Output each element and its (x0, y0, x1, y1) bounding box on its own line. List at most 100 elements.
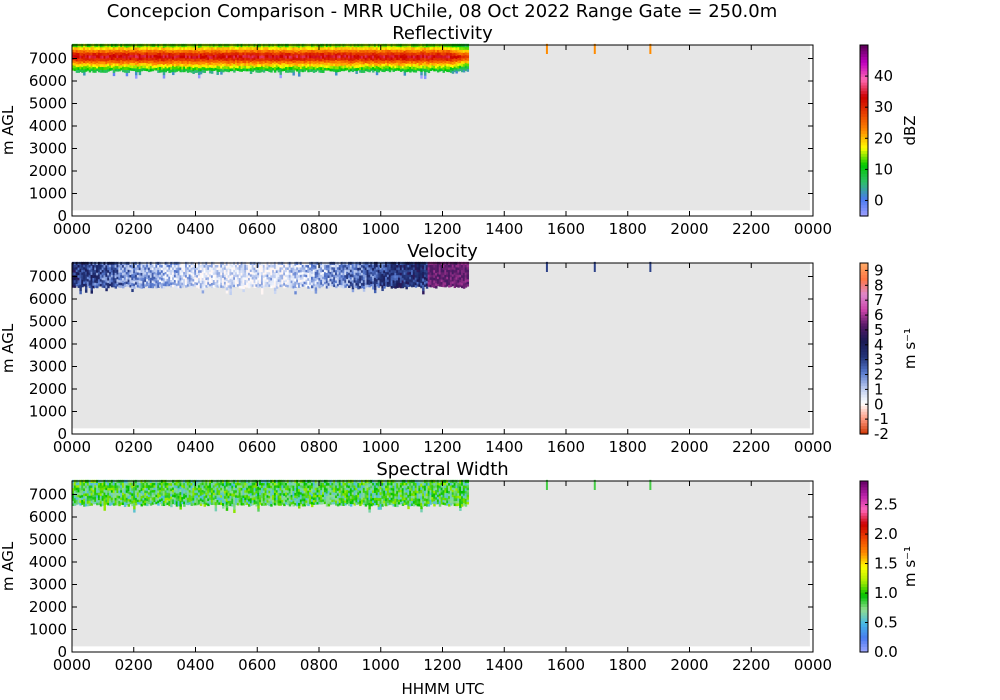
data-cell (123, 283, 127, 287)
data-cell (88, 284, 92, 289)
data-cell (120, 49, 123, 53)
data-cell (351, 264, 355, 269)
data-cell (90, 62, 93, 66)
data-cell (84, 492, 88, 497)
data-cell (320, 281, 323, 285)
data-cell (77, 496, 81, 500)
data-cell (123, 485, 127, 489)
data-cell (194, 58, 197, 62)
data-cell (120, 264, 123, 268)
colorbar-segment (860, 379, 868, 384)
x-tick-label: 0600 (238, 220, 276, 238)
data-cell (453, 68, 457, 73)
data-cell (290, 282, 294, 286)
data-cell (327, 269, 331, 273)
data-cell (285, 60, 288, 65)
data-cell (183, 278, 186, 282)
data-cell (459, 65, 462, 69)
data-cell (333, 279, 336, 283)
data-cell (323, 266, 327, 270)
data-cell (86, 487, 90, 491)
data-cell (423, 266, 427, 270)
data-cell (101, 492, 105, 496)
data-cell (127, 271, 131, 275)
data-cell (107, 68, 110, 72)
data-cell (327, 49, 331, 53)
data-cell (120, 266, 123, 271)
data-cell (329, 271, 332, 275)
data-cell (390, 277, 394, 281)
data-cell (188, 283, 192, 287)
data-cell (97, 482, 101, 486)
data-cell (190, 267, 194, 271)
data-cell (107, 52, 110, 56)
data-cell (92, 491, 95, 495)
data-cell (399, 63, 403, 67)
data-cell (362, 66, 366, 71)
data-cell (157, 66, 160, 71)
colorbar-segment (860, 150, 868, 154)
data-cell (399, 267, 403, 271)
data-cell (403, 279, 407, 283)
data-cell (298, 274, 301, 278)
data-cell (225, 283, 229, 288)
data-cell (431, 54, 434, 58)
data-cell (233, 49, 236, 53)
data-cell (349, 54, 353, 58)
data-cell (246, 54, 249, 58)
data-cell (231, 279, 234, 283)
data-cell (129, 484, 132, 488)
data-cell (344, 272, 347, 276)
data-cell (177, 277, 181, 281)
data-cell (192, 283, 195, 287)
data-cell (183, 63, 186, 67)
data-cell (138, 482, 142, 486)
data-cell (146, 271, 149, 275)
data-cell (362, 267, 366, 272)
data-cell (88, 282, 92, 286)
data-cell (164, 280, 168, 284)
data-cell (118, 497, 121, 502)
data-cell (116, 273, 119, 277)
data-cell (207, 67, 210, 71)
data-cell (366, 274, 369, 278)
data-cell (377, 66, 381, 70)
data-cell (122, 274, 125, 278)
data-cell (372, 278, 375, 282)
data-cell (201, 49, 205, 53)
data-cell (285, 264, 288, 268)
data-cell (96, 49, 99, 53)
data-cell (273, 261, 277, 266)
data-cell (442, 276, 445, 280)
data-cell (416, 269, 420, 273)
data-cell (147, 282, 151, 286)
data-cell (94, 484, 97, 488)
data-cell (455, 274, 458, 278)
data-cell (290, 46, 294, 51)
data-cell (449, 266, 453, 270)
data-cell (277, 269, 281, 273)
data-cell (370, 54, 373, 58)
data-cell (288, 60, 292, 65)
data-cell (216, 53, 219, 57)
data-cell (435, 282, 438, 286)
data-cell (173, 276, 177, 280)
data-cell (440, 67, 444, 71)
data-cell (134, 50, 138, 55)
data-cell (185, 65, 188, 69)
figure-title: Concepcion Comparison - MRR UChile, 08 O… (107, 1, 778, 22)
data-cell (249, 276, 253, 280)
colorbar-segment (860, 331, 868, 335)
data-cell (249, 271, 253, 275)
data-cell (333, 46, 336, 50)
data-cell (268, 68, 271, 73)
data-cell (216, 59, 219, 63)
data-cell (147, 264, 151, 268)
data-cell (229, 287, 232, 292)
data-cell (420, 277, 423, 281)
data-cell (114, 49, 118, 53)
data-cell (451, 55, 455, 60)
data-cell (294, 54, 297, 58)
data-cell (183, 57, 186, 62)
data-cell (92, 499, 95, 502)
